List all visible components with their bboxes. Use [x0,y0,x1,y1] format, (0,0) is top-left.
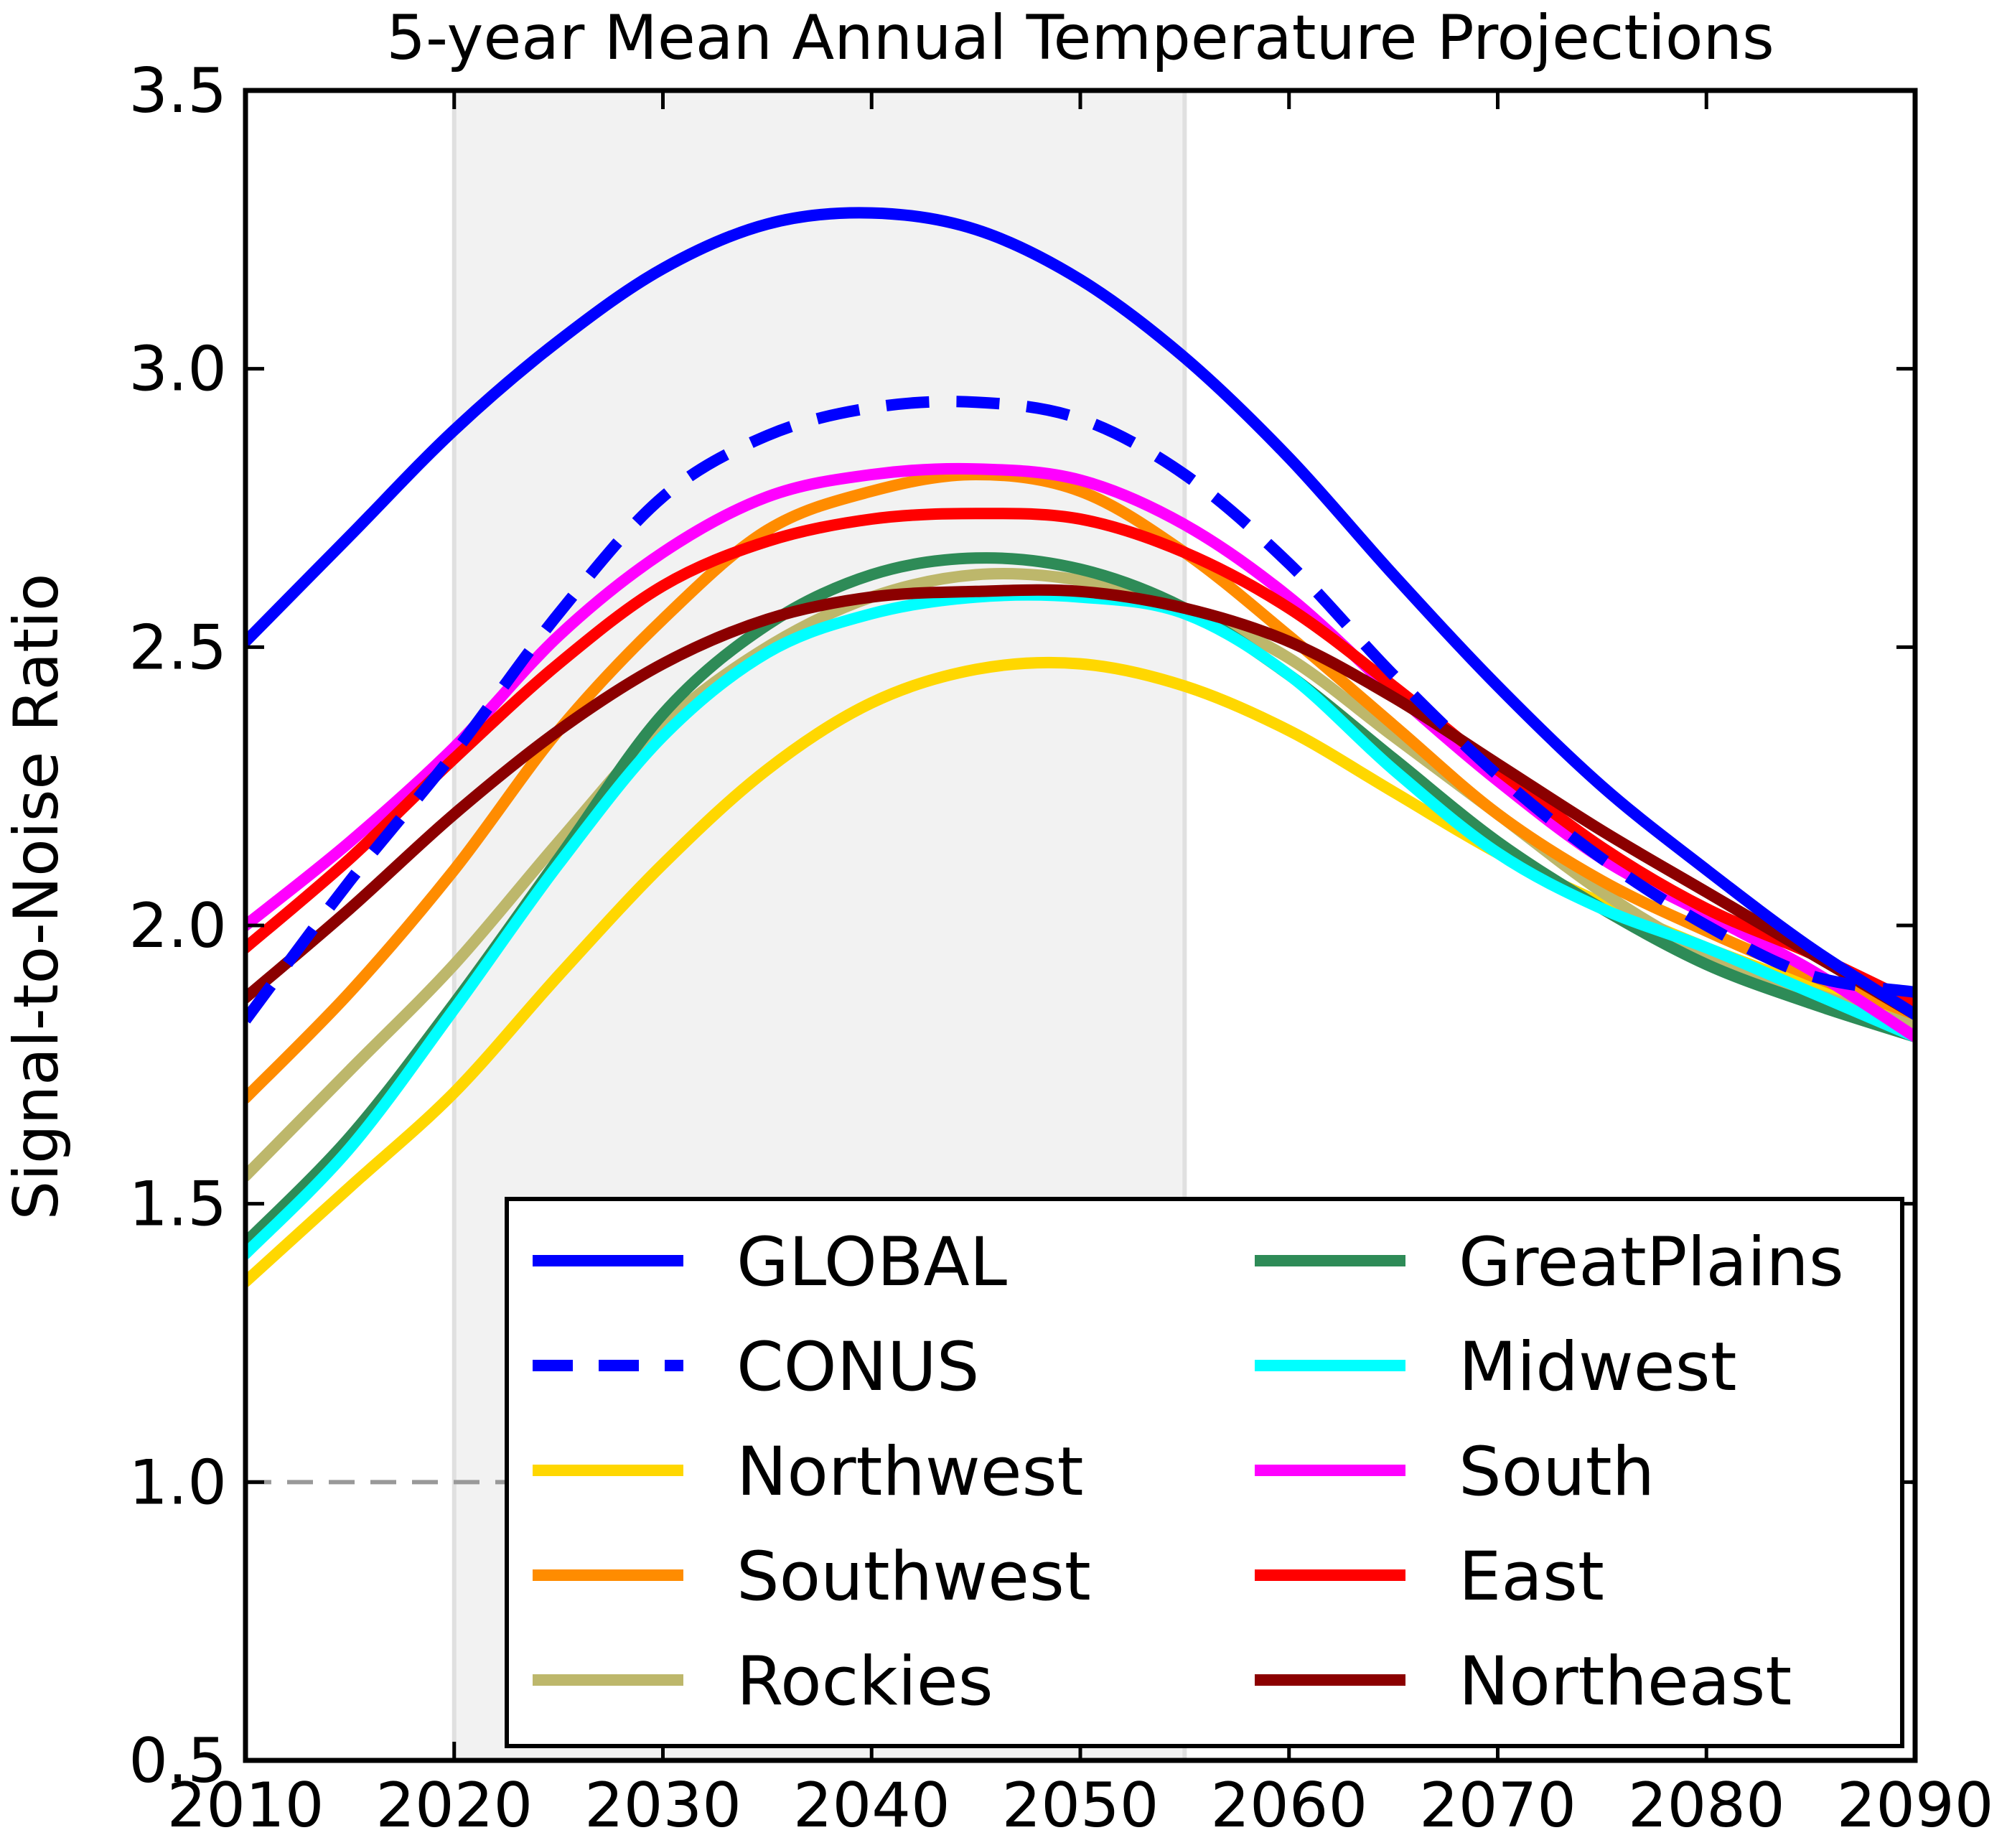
x-tick-label: 2030 [584,1770,741,1842]
y-axis-label: Signal-to-Noise Ratio [1,574,72,1221]
legend-box [505,1197,1904,1748]
x-tick-label: 2040 [793,1770,950,1842]
series-line-conus [245,396,1915,1024]
legend-label-midwest: Midwest [1459,1328,1736,1406]
x-tick-label: 2090 [1837,1770,1994,1842]
x-tick-label: 2020 [375,1770,533,1842]
y-tick-label: 3.0 [128,334,227,406]
y-tick-label: 2.5 [128,612,227,683]
y-tick-label: 2.0 [128,890,227,962]
x-tick-label: 2070 [1419,1770,1576,1842]
legend-label-east: East [1459,1538,1604,1616]
legend-label-northwest: Northwest [736,1433,1083,1511]
y-tick-label: 1.0 [128,1447,227,1518]
series-line-southwest [245,469,1915,1104]
series-layer [245,207,1915,1288]
x-tick-label: 2010 [167,1770,324,1842]
legend-label-rockies: Rockies [736,1643,993,1721]
y-tick-label: 3.5 [128,55,227,127]
series-line-east [245,508,1915,1009]
x-tick-label: 2080 [1628,1770,1785,1842]
legend: GLOBAL CONUS Northwest Southwest Rockies Grea… [505,1197,1904,1748]
y-tick-label: 1.5 [128,1169,227,1241]
legend-label-southwest: Southwest [736,1538,1091,1616]
series-line-global [245,207,1915,1021]
legend-label-greatplains: GreatPlains [1459,1223,1844,1302]
y-tick-label: 0.5 [128,1725,227,1797]
series-line-northeast [245,584,1915,1021]
chart-title: 5-year Mean Annual Temperature Projectio… [386,2,1774,74]
legend-label-conus: CONUS [736,1328,979,1406]
x-tick-label: 2050 [1002,1770,1159,1842]
series-line-rockies [245,568,1915,1182]
legend-label-south: South [1459,1433,1655,1511]
legend-label-global: GLOBAL [736,1223,1007,1302]
tick-layer: 2010 2020 2030 2040 2050 2060 2070 2080 2090 0.5 1… [128,55,1993,1842]
legend-label-northeast: Northeast [1459,1643,1792,1721]
x-tick-label: 2060 [1210,1770,1367,1842]
